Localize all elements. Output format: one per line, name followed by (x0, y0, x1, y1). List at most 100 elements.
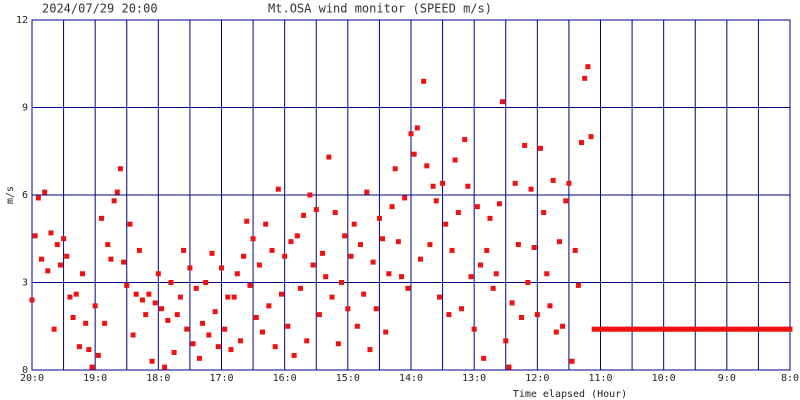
data-point (76, 344, 82, 350)
data-point (496, 201, 502, 207)
data-point (759, 326, 765, 332)
data-point (323, 274, 329, 280)
data-point (487, 215, 493, 221)
data-point (740, 326, 746, 332)
data-point (417, 256, 423, 262)
data-point (421, 78, 427, 84)
data-point (768, 326, 774, 332)
data-point (80, 271, 86, 277)
data-point (288, 239, 294, 245)
data-point (380, 236, 386, 242)
data-point (168, 280, 174, 285)
data-point (635, 326, 641, 332)
data-point (215, 344, 221, 350)
data-point (711, 326, 717, 332)
data-point (572, 247, 578, 253)
data-point (231, 294, 237, 300)
data-point (35, 195, 41, 201)
data-point (354, 323, 360, 329)
data-point (515, 242, 521, 248)
data-point (241, 253, 247, 259)
data-point (124, 282, 130, 288)
data-point (411, 151, 417, 157)
data-point (253, 315, 259, 320)
data-point (743, 326, 749, 332)
timestamp: 2024/07/29 20:00 (42, 2, 158, 16)
data-point (95, 352, 101, 358)
data-point (64, 253, 70, 259)
data-point (307, 192, 313, 198)
data-point (332, 210, 338, 215)
x-tick-label: 20:0 (20, 373, 44, 384)
data-point (613, 326, 619, 332)
data-point (143, 312, 149, 318)
data-point (575, 282, 581, 288)
data-point (152, 300, 158, 306)
data-point (639, 326, 645, 332)
data-point (477, 262, 483, 268)
data-point (70, 315, 76, 320)
data-point (177, 294, 183, 300)
data-point (746, 326, 752, 332)
plot-frame (31, 19, 791, 371)
data-point (452, 157, 458, 163)
data-point (247, 282, 253, 288)
data-point (708, 326, 714, 332)
data-point (405, 285, 411, 291)
data-point (209, 250, 215, 256)
data-point (762, 326, 768, 332)
data-point (629, 326, 635, 332)
data-point (212, 309, 218, 315)
data-point (462, 137, 468, 143)
data-point (342, 233, 348, 239)
data-point (190, 341, 196, 347)
data-point (534, 312, 540, 318)
data-point (733, 326, 739, 332)
x-tick-label: 10:0 (652, 373, 676, 384)
data-point (509, 300, 515, 306)
data-point (781, 326, 787, 332)
data-point (361, 291, 367, 297)
data-point (664, 326, 670, 332)
data-point (490, 285, 496, 291)
data-point (272, 344, 278, 350)
data-point (32, 233, 38, 239)
data-point (695, 326, 701, 332)
data-point (459, 306, 465, 312)
data-point (310, 262, 316, 268)
data-point (724, 326, 730, 332)
x-tick-label: 18:0 (146, 373, 170, 384)
data-point (345, 306, 351, 312)
data-point (313, 207, 319, 213)
data-point (544, 271, 550, 277)
data-point (506, 364, 512, 370)
data-point (778, 326, 784, 332)
data-point (250, 236, 256, 242)
data-point (651, 326, 657, 332)
data-point (42, 189, 48, 195)
data-point (553, 329, 559, 335)
data-point (269, 247, 275, 253)
data-point (594, 326, 600, 332)
data-point (610, 326, 616, 332)
chart-title: Mt.OSA wind monitor (SPEED m/s) (268, 2, 492, 16)
data-point (200, 320, 206, 326)
data-point (433, 198, 439, 204)
data-point (263, 221, 269, 227)
data-point (443, 221, 449, 227)
data-point (642, 326, 648, 332)
data-point (57, 262, 63, 268)
data-point (165, 317, 171, 323)
data-point (408, 131, 414, 137)
data-point (174, 312, 180, 318)
data-point (351, 221, 357, 227)
data-point (714, 326, 720, 332)
data-point (51, 326, 57, 332)
data-point (620, 326, 626, 332)
data-point (399, 274, 405, 280)
data-point (320, 250, 326, 256)
data-point (667, 326, 673, 332)
data-point (45, 268, 51, 274)
data-point (632, 326, 638, 332)
